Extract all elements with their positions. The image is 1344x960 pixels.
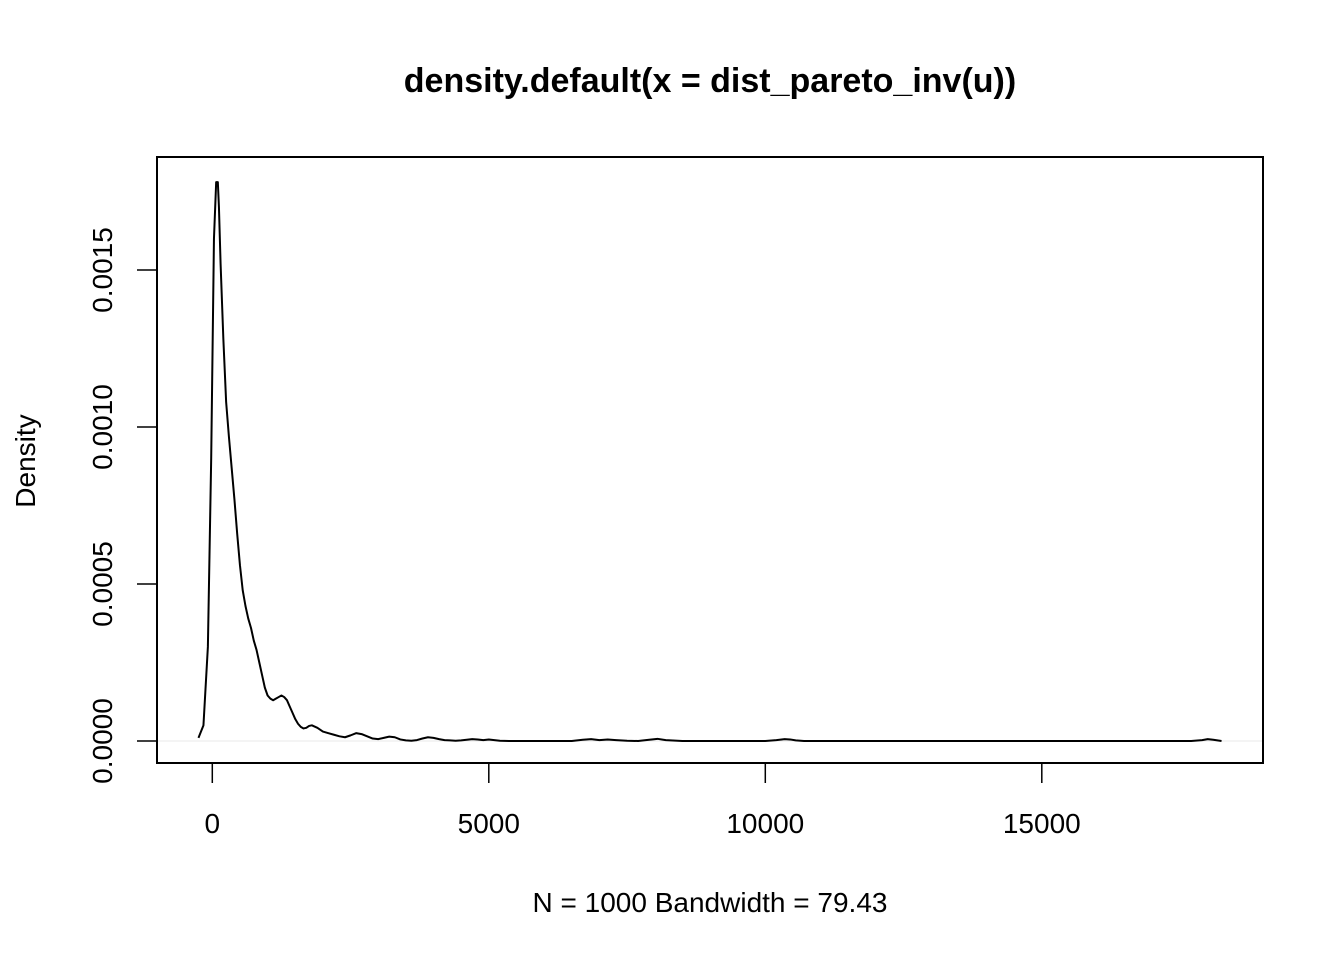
density-curve [197, 181, 1222, 743]
x-tick-label: 5000 [458, 808, 520, 839]
y-tick-label: 0.0000 [87, 698, 118, 784]
x-axis-label: N = 1000 Bandwidth = 79.43 [533, 887, 888, 918]
x-tick-label: 0 [205, 808, 221, 839]
chart-title: density.default(x = dist_pareto_inv(u)) [404, 62, 1016, 100]
y-axis-label: Density [10, 414, 41, 507]
x-tick-label: 10000 [726, 808, 804, 839]
plot-area [156, 156, 1264, 764]
plot-frame [156, 156, 1264, 764]
x-axis: 0 5000 10000 15000 [205, 762, 1081, 839]
x-tick-label: 15000 [1003, 808, 1081, 839]
y-axis: 0.0000 0.0005 0.0010 0.0015 [87, 227, 158, 784]
y-tick-label: 0.0010 [87, 384, 118, 470]
y-tick-label: 0.0015 [87, 227, 118, 313]
y-tick-label: 0.0005 [87, 541, 118, 627]
